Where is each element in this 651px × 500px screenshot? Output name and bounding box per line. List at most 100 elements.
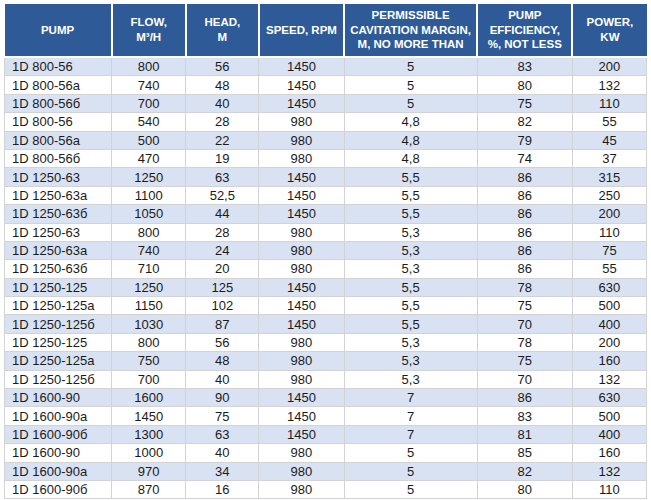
value-cell: 7 [344, 425, 477, 443]
value-cell: 500 [112, 131, 186, 149]
value-cell: 110 [572, 223, 646, 241]
value-cell: 56 [186, 57, 259, 76]
value-cell: 86 [477, 168, 572, 186]
value-cell: 750 [112, 352, 186, 370]
value-cell: 70 [477, 370, 572, 388]
value-cell: 81 [477, 425, 572, 443]
pump-name-cell: 1D 1250-63 [5, 223, 112, 241]
value-cell: 37 [572, 149, 646, 167]
value-cell: 970 [112, 462, 186, 480]
value-cell: 1450 [259, 278, 344, 296]
value-cell: 980 [259, 113, 344, 131]
value-cell: 132 [572, 462, 646, 480]
value-cell: 86 [477, 241, 572, 259]
value-cell: 55 [572, 260, 646, 278]
value-cell: 400 [572, 315, 646, 333]
value-cell: 7 [344, 389, 477, 407]
table-row: 1D 1250-125а115010214505,575500 [5, 297, 647, 315]
value-cell: 1050 [112, 205, 186, 223]
value-cell: 740 [112, 241, 186, 259]
value-cell: 710 [112, 260, 186, 278]
pump-name-cell: 1D 800-56 [5, 113, 112, 131]
value-cell: 980 [259, 333, 344, 351]
value-cell: 5 [344, 94, 477, 112]
value-cell: 470 [112, 149, 186, 167]
value-cell: 74 [477, 149, 572, 167]
value-cell: 160 [572, 352, 646, 370]
value-cell: 700 [112, 370, 186, 388]
table-row: 1D 800-56б470199804,87437 [5, 149, 647, 167]
value-cell: 5 [344, 444, 477, 462]
table-row: 1D 1250-125б700409805,370132 [5, 370, 647, 388]
value-cell: 90 [186, 389, 259, 407]
value-cell: 5 [344, 462, 477, 480]
value-cell: 1100 [112, 186, 186, 204]
value-cell: 28 [186, 223, 259, 241]
value-cell: 132 [572, 76, 646, 94]
pump-name-cell: 1D 1600-90а [5, 407, 112, 425]
value-cell: 5,5 [344, 315, 477, 333]
value-cell: 200 [572, 57, 646, 76]
value-cell: 1450 [259, 407, 344, 425]
table-row: 1D 1250-125б10308714505,570400 [5, 315, 647, 333]
value-cell: 200 [572, 333, 646, 351]
column-header-5: PUMP EFFICIENCY, %, NOT LESS [477, 4, 572, 57]
value-cell: 980 [259, 131, 344, 149]
table-header: PUMPFLOW, M³/HHEAD, MSPEED, RPMPERMISSIB… [5, 4, 647, 57]
value-cell: 80 [477, 480, 572, 498]
value-cell: 48 [186, 76, 259, 94]
column-header-1: FLOW, M³/H [112, 4, 186, 57]
header-row: PUMPFLOW, M³/HHEAD, MSPEED, RPMPERMISSIB… [5, 4, 647, 57]
pump-table-page: PUMPFLOW, M³/HHEAD, MSPEED, RPMPERMISSIB… [0, 0, 651, 500]
value-cell: 630 [572, 278, 646, 296]
value-cell: 980 [259, 149, 344, 167]
value-cell: 5,5 [344, 297, 477, 315]
value-cell: 5,3 [344, 260, 477, 278]
value-cell: 75 [477, 94, 572, 112]
table-row: 1D 1250-63а740249805,38675 [5, 241, 647, 259]
value-cell: 86 [477, 389, 572, 407]
value-cell: 63 [186, 425, 259, 443]
value-cell: 75 [477, 297, 572, 315]
value-cell: 700 [112, 94, 186, 112]
value-cell: 4,8 [344, 113, 477, 131]
value-cell: 200 [572, 205, 646, 223]
pump-name-cell: 1D 1600-90а [5, 462, 112, 480]
table-row: 1D 1600-90а97034980582132 [5, 462, 647, 480]
column-header-2: HEAD, M [186, 4, 259, 57]
table-row: 1D 1250-63б10504414505,586200 [5, 205, 647, 223]
value-cell: 40 [186, 370, 259, 388]
value-cell: 1450 [259, 297, 344, 315]
value-cell: 86 [477, 205, 572, 223]
value-cell: 500 [572, 297, 646, 315]
value-cell: 16 [186, 480, 259, 498]
value-cell: 1250 [112, 278, 186, 296]
value-cell: 79 [477, 131, 572, 149]
value-cell: 24 [186, 241, 259, 259]
table-row: 1D 1600-90а1450751450783500 [5, 407, 647, 425]
pump-name-cell: 1D 1250-125 [5, 333, 112, 351]
value-cell: 1450 [259, 205, 344, 223]
value-cell: 1450 [259, 425, 344, 443]
pump-name-cell: 1D 1250-125 [5, 278, 112, 296]
value-cell: 82 [477, 462, 572, 480]
table-row: 1D 800-56540289804,88255 [5, 113, 647, 131]
value-cell: 5 [344, 76, 477, 94]
value-cell: 5,5 [344, 168, 477, 186]
value-cell: 40 [186, 444, 259, 462]
value-cell: 40 [186, 94, 259, 112]
value-cell: 5 [344, 57, 477, 76]
pump-name-cell: 1D 1250-63б [5, 260, 112, 278]
value-cell: 83 [477, 407, 572, 425]
value-cell: 75 [572, 241, 646, 259]
value-cell: 250 [572, 186, 646, 204]
value-cell: 5,3 [344, 352, 477, 370]
value-cell: 870 [112, 480, 186, 498]
value-cell: 540 [112, 113, 186, 131]
value-cell: 5 [344, 480, 477, 498]
table-row: 1D 1250-6312506314505,586315 [5, 168, 647, 186]
table-row: 1D 1250-125а750489805,375160 [5, 352, 647, 370]
value-cell: 75 [477, 352, 572, 370]
value-cell: 85 [477, 444, 572, 462]
value-cell: 315 [572, 168, 646, 186]
